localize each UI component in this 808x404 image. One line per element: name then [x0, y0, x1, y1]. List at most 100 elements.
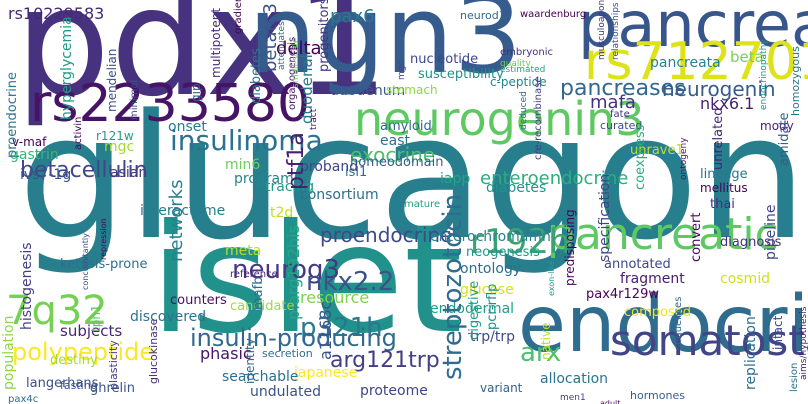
cloud-word: ontogeny: [679, 137, 689, 180]
cloud-word: mgc: [104, 139, 135, 155]
cloud-word: waardenburg: [520, 9, 587, 20]
cloud-word: hyperglycemia: [59, 16, 75, 120]
cloud-word: mendelian: [105, 48, 119, 112]
cloud-word: glucagon: [18, 77, 808, 278]
cloud-word: predisposing: [563, 209, 577, 286]
cloud-word: subjects: [60, 322, 123, 340]
cloud-word: pax4c: [8, 394, 39, 404]
cloud-word: mgc: [397, 60, 407, 80]
cloud-word: pipeline: [763, 204, 779, 260]
cloud-word: discovered: [130, 309, 207, 325]
cloud-word: streptozotocin: [438, 193, 468, 380]
cloud-word: multipotent: [209, 7, 223, 78]
cloud-word: aims/hypothesis: [799, 306, 808, 380]
cloud-word: 7q32: [6, 288, 108, 334]
cloud-word: langerhans: [26, 376, 99, 391]
cloud-word: cosmid: [720, 271, 770, 287]
cloud-word: islet: [150, 193, 463, 367]
cloud-word: neurog3: [232, 255, 341, 285]
cloud-word: amyloid: [380, 119, 432, 134]
cloud-word: fragment: [620, 271, 685, 287]
cloud-word: onset: [168, 119, 207, 135]
cloud-word: intact: [771, 315, 785, 350]
cloud-word: mellitus: [700, 181, 748, 195]
cloud-word: annotated: [604, 257, 671, 272]
cloud-word: native: [539, 322, 553, 360]
cloud-word: ivs7-1g: [20, 167, 72, 183]
cloud-word: delta: [276, 38, 322, 59]
cloud-word: japanese: [294, 365, 358, 381]
cloud-word: plasticity: [107, 340, 120, 390]
cloud-word: hormones: [630, 389, 685, 402]
cloud-word: fate: [610, 109, 630, 120]
cloud-word: mody: [760, 119, 794, 133]
cloud-word: tph1: [89, 304, 103, 332]
cloud-word: insulinoma: [170, 124, 323, 157]
cloud-word: digestive: [467, 280, 482, 340]
cloud-word: pdx1: [15, 0, 390, 130]
cloud-word: gastrin: [10, 147, 59, 163]
cloud-word: t2d: [270, 205, 294, 221]
cloud-word: composed: [624, 305, 691, 320]
cloud-word: progenitors: [317, 0, 332, 72]
cloud-word: pancreata: [650, 55, 721, 71]
cloud-word: polypeptide: [12, 338, 155, 366]
cloud-word: ketosis-prone: [60, 257, 148, 272]
cloud-word: nucleotide: [410, 52, 479, 67]
cloud-word: glucose: [460, 282, 514, 298]
cloud-word: ptf1a: [284, 132, 309, 190]
cloud-word: r192h: [470, 222, 571, 262]
cloud-word: embryonic: [500, 47, 554, 58]
cloud-word: reference: [230, 269, 278, 280]
cloud-word: gradient: [233, 0, 244, 34]
cloud-word: neurogenin: [662, 77, 776, 101]
cloud-word: adult: [600, 399, 621, 404]
cloud-word: men1: [560, 393, 586, 403]
cloud-word: duodenum: [330, 83, 406, 99]
cloud-word: stomach: [386, 83, 438, 97]
cloud-word: counters: [170, 293, 227, 308]
cloud-word: exon-like: [547, 260, 556, 296]
cloud-word: curated: [600, 119, 643, 132]
cloud-word: gip: [189, 83, 203, 102]
cloud-word: pancreas: [578, 0, 808, 61]
cloud-word: minimal: [129, 79, 140, 120]
cloud-word: mature: [404, 199, 441, 210]
cloud-word: deduced: [519, 91, 529, 130]
cloud-word: musculoaponeurotic: [597, 0, 607, 60]
cloud-word: neurogenin3: [354, 92, 645, 146]
cloud-word: r121w: [96, 129, 134, 143]
cloud-word: ontology: [460, 261, 522, 277]
cloud-word: isl1: [345, 165, 368, 180]
cloud-word: tracing: [265, 179, 315, 195]
cloud-word: neurod1: [460, 9, 506, 22]
cloud-word: c-peptide: [490, 75, 547, 89]
cloud-word: interactome: [140, 203, 226, 219]
cloud-word: fasting: [60, 379, 98, 392]
cloud-word: population: [1, 315, 17, 391]
cloud-word: sequences: [673, 296, 684, 350]
cloud-word: nkx2.2: [306, 267, 395, 297]
cloud-word: replication: [743, 316, 759, 390]
cloud-word: mafb: [251, 276, 266, 310]
cloud-word: activin: [73, 116, 84, 150]
cloud-word: neogenesis: [466, 245, 540, 260]
cloud-word: proband: [300, 159, 359, 175]
cloud-word: searchable: [222, 369, 299, 385]
cloud-word: endocrine: [518, 280, 808, 370]
cloud-word: coexpress: [633, 124, 648, 190]
cloud-word: glucokinase: [147, 318, 160, 384]
cloud-word: pancreatic: [547, 209, 779, 260]
cloud-word: rs2233580: [30, 74, 311, 134]
cloud-word: nkx6.1: [700, 94, 755, 113]
cloud-word: estimated: [500, 65, 546, 75]
cloud-word: min6: [225, 157, 261, 173]
cloud-word: proteome: [360, 383, 428, 399]
cloud-word: amidate: [777, 112, 792, 166]
cloud-word: ghrelin: [90, 381, 136, 396]
cloud-word: endocrinopathy: [759, 39, 769, 110]
cloud-word: unrave1: [630, 143, 684, 158]
cloud-word: iapp: [440, 171, 471, 187]
cloud-word: phasic: [200, 344, 252, 363]
